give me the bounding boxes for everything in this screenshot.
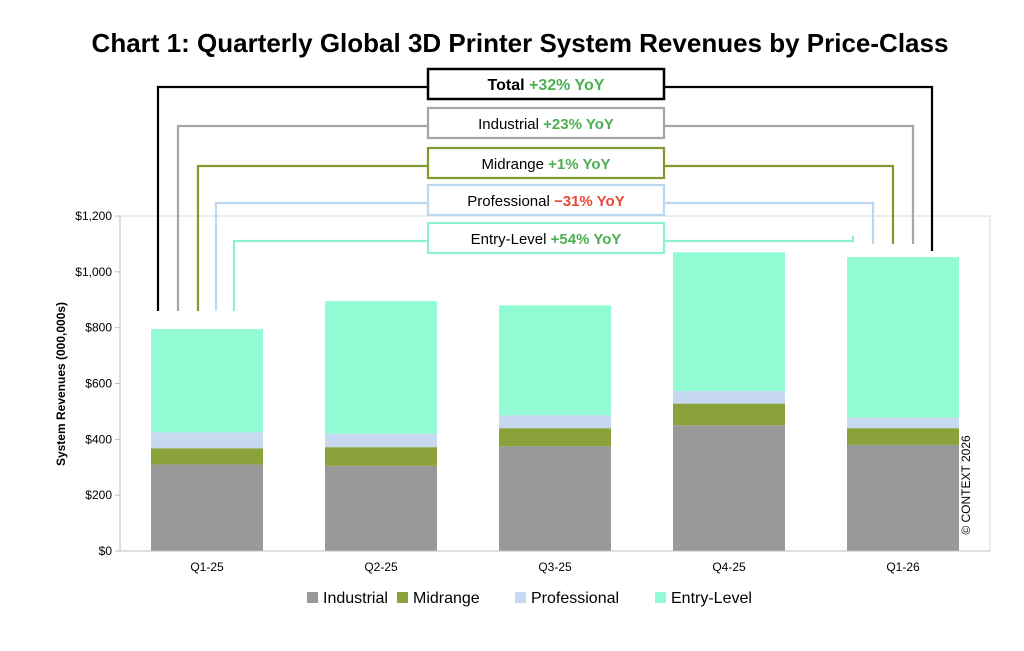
- x-tick-label: Q2-25: [364, 560, 398, 574]
- yoy-series-name: Midrange: [481, 156, 548, 173]
- connector-left: [156, 85, 428, 311]
- bar-industrial-q4-25: [673, 425, 785, 551]
- yoy-series-name: Industrial: [478, 116, 543, 133]
- connector-right: [664, 236, 855, 243]
- y-tick-label: $200: [85, 488, 112, 502]
- connector-left: [196, 164, 428, 311]
- bar-entry-level-q4-25: [673, 252, 785, 392]
- x-tick-label: Q1-25: [190, 560, 224, 574]
- bar-professional-q1-26: [847, 417, 959, 429]
- y-tick-label: $800: [85, 321, 112, 335]
- bar-industrial-q3-25: [499, 446, 611, 551]
- legend: Industrial Midrange Professional Entry-Leve…: [307, 590, 752, 607]
- bar-professional-q1-25: [151, 432, 263, 449]
- legend-label: Professional: [531, 590, 619, 607]
- bar-entry-level-q3-25: [499, 305, 611, 416]
- yoy-label: Professional −31% YoY: [467, 193, 624, 210]
- yoy-series-name: Total: [488, 77, 529, 94]
- yoy-box: [426, 221, 666, 255]
- bar-midrange-q1-26: [847, 428, 959, 445]
- bar-industrial-q1-25: [151, 464, 263, 551]
- chart-title: Chart 1: Quarterly Global 3D Printer Sys…: [92, 28, 949, 58]
- legend-label: Midrange: [413, 590, 480, 607]
- yoy-change: +1% YoY: [548, 156, 610, 173]
- yoy-box: [426, 183, 666, 217]
- connector-right: [664, 201, 875, 244]
- bar-entry-level-q1-26: [847, 257, 959, 418]
- y-tick-label: $1,200: [75, 209, 112, 223]
- yoy-box: [426, 146, 666, 180]
- bar-industrial-q1-26: [847, 444, 959, 551]
- x-tick-label: Q3-25: [538, 560, 572, 574]
- yoy-box: [426, 106, 666, 140]
- connector-left: [214, 201, 428, 311]
- yoy-change: −31% YoY: [554, 193, 625, 210]
- yoy-label: Total +32% YoY: [488, 77, 605, 94]
- bar-entry-level-q2-25: [325, 301, 437, 434]
- connector-right: [664, 85, 934, 252]
- yoy-series-name: Professional: [467, 193, 554, 210]
- legend-label: Industrial: [323, 590, 388, 607]
- y-tick-label: $400: [85, 432, 112, 446]
- x-tick-label: Q4-25: [712, 560, 746, 574]
- yoy-label: Midrange +1% YoY: [481, 156, 610, 173]
- connector-left: [232, 239, 428, 311]
- y-tick-label: $0: [99, 544, 113, 558]
- bar-professional-q4-25: [673, 391, 785, 404]
- yoy-change: +32% YoY: [529, 77, 605, 94]
- bar-midrange-q2-25: [325, 447, 437, 466]
- watermark: © CONTEXT 2026: [959, 435, 973, 535]
- legend-swatch: [307, 592, 318, 603]
- yoy-change: +54% YoY: [551, 231, 622, 248]
- yoy-label: Industrial +23% YoY: [478, 116, 614, 133]
- y-tick-label: $1,000: [75, 265, 112, 279]
- y-tick-label: $600: [85, 377, 112, 391]
- bar-midrange-q3-25: [499, 428, 611, 447]
- bar-professional-q3-25: [499, 415, 611, 429]
- connector-right: [664, 124, 915, 244]
- bar-professional-q2-25: [325, 433, 437, 448]
- legend-swatch: [397, 592, 408, 603]
- bar-midrange-q4-25: [673, 403, 785, 426]
- legend-swatch: [655, 592, 666, 603]
- yoy-label: Entry-Level +54% YoY: [471, 231, 622, 248]
- connector-right: [664, 164, 895, 244]
- x-axis: Q1-25 Q2-25 Q3-25 Q4-25 Q1-26: [120, 550, 990, 574]
- yoy-annotations: Total +32% YoY Industrial +23% YoY Midrang…: [156, 67, 934, 311]
- legend-swatch: [515, 592, 526, 603]
- y-axis: $0 $200 $400 $600 $800 $1,000 $1,200: [75, 209, 121, 558]
- yoy-box: [426, 67, 666, 101]
- connector-left: [176, 124, 428, 311]
- x-tick-label: Q1-26: [886, 560, 920, 574]
- bar-entry-level-q1-25: [151, 329, 263, 433]
- yoy-change: +23% YoY: [543, 116, 614, 133]
- bar-industrial-q2-25: [325, 465, 437, 551]
- bar-midrange-q1-25: [151, 448, 263, 465]
- legend-label: Entry-Level: [671, 590, 752, 607]
- y-axis-label: System Revenues (000,000s): [54, 302, 68, 466]
- yoy-series-name: Entry-Level: [471, 231, 551, 248]
- bars: [151, 252, 959, 551]
